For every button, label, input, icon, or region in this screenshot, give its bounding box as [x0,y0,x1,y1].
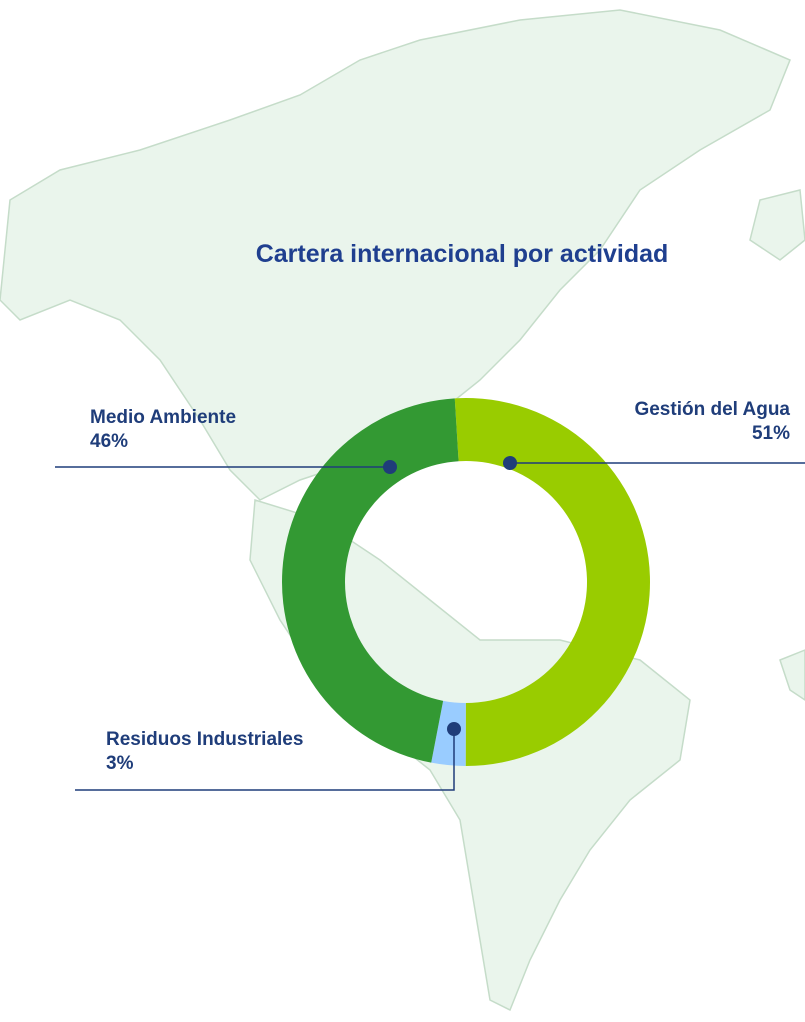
slice-value: 46% [90,431,128,452]
map-background [0,9,805,1012]
leader-dot [447,722,461,736]
slice-label: Residuos Industriales [106,729,303,750]
slice-label: Medio Ambiente [90,407,236,428]
leader-dot [503,456,517,470]
donut-segment [454,398,650,766]
leader-dot [383,460,397,474]
leader-line [75,729,455,791]
slice-label: Gestión del Agua [634,399,790,420]
slice-value: 51% [752,423,790,444]
slice-value: 3% [106,753,134,774]
chart-title: Cartera internacional por actividad [256,240,669,268]
donut-segment [281,398,459,763]
donut-segment [431,700,466,766]
